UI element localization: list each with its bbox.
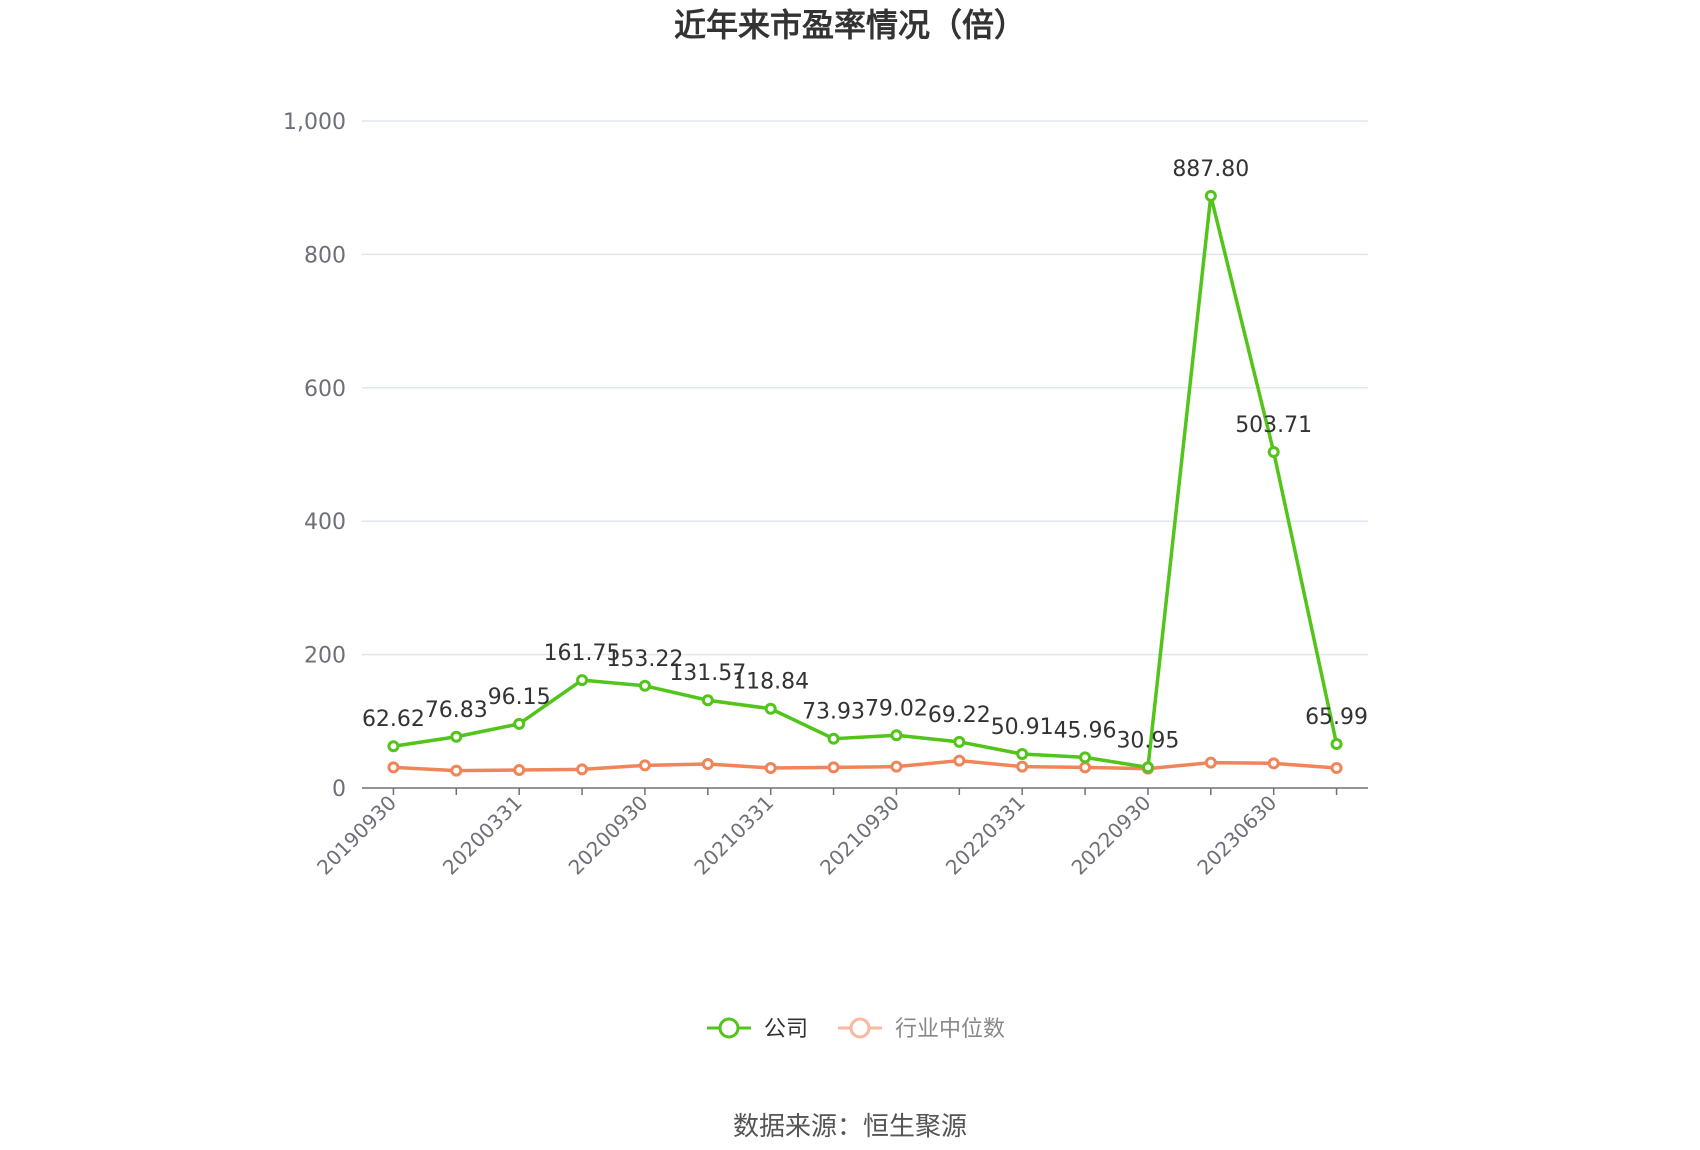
data-point-company[interactable] — [701, 694, 714, 707]
data-point-industry[interactable] — [1330, 761, 1343, 774]
data-point-company[interactable] — [1141, 761, 1154, 774]
data-point-company[interactable] — [513, 717, 526, 730]
data-point-company[interactable] — [764, 702, 777, 715]
legend-label-industry: 行业中位数 — [895, 1017, 1005, 1042]
y-tick-label: 1,000 — [283, 110, 346, 135]
data-point-company[interactable] — [827, 732, 840, 745]
data-label: 118.84 — [732, 670, 809, 695]
chart-title: 近年来市盈率情况（倍） — [674, 6, 1026, 44]
data-point-industry[interactable] — [1204, 756, 1217, 769]
data-label: 50.91 — [991, 715, 1054, 740]
data-label: 65.99 — [1305, 705, 1368, 730]
x-tick-label: 20210930 — [815, 791, 904, 880]
x-tick-label: 20220331 — [941, 791, 1030, 880]
data-point-company[interactable] — [387, 740, 400, 753]
x-tick-label: 20230630 — [1192, 791, 1281, 880]
data-label: 153.22 — [606, 647, 683, 672]
y-tick-label: 200 — [304, 644, 346, 669]
data-source: 数据来源：恒生聚源 — [733, 1112, 967, 1142]
data-point-company[interactable] — [1079, 751, 1092, 764]
series-lines — [387, 189, 1343, 777]
y-tick-label: 600 — [304, 377, 346, 402]
series-line-industry — [393, 758, 1337, 773]
data-label: 79.02 — [865, 696, 928, 721]
data-label: 73.93 — [802, 700, 865, 725]
data-label: 131.57 — [669, 661, 746, 686]
data-point-industry[interactable] — [827, 761, 840, 774]
data-point-company[interactable] — [576, 674, 589, 687]
data-point-industry[interactable] — [701, 757, 714, 770]
data-point-company[interactable] — [1330, 737, 1343, 750]
legend-marker-industry-icon — [849, 1017, 871, 1039]
x-tick-label: 20210331 — [689, 791, 778, 880]
data-point-industry[interactable] — [387, 761, 400, 774]
data-point-industry[interactable] — [890, 760, 903, 773]
data-point-company[interactable] — [638, 679, 651, 692]
legend[interactable]: 公司 行业中位数 — [707, 1017, 1005, 1042]
data-point-company[interactable] — [1267, 446, 1280, 459]
grid-lines — [362, 120, 1368, 656]
x-tick-label: 20220930 — [1067, 791, 1156, 880]
data-label: 45.96 — [1054, 718, 1117, 743]
data-label: 30.95 — [1116, 728, 1179, 753]
data-label: 887.80 — [1172, 157, 1249, 182]
data-label: 96.15 — [488, 685, 551, 710]
series-line-company — [393, 194, 1339, 770]
legend-item-industry[interactable]: 行业中位数 — [838, 1017, 1005, 1042]
legend-marker-company-icon — [718, 1017, 740, 1039]
data-label: 62.62 — [362, 707, 425, 732]
y-tick-label: 0 — [332, 777, 346, 802]
data-point-industry[interactable] — [953, 754, 966, 767]
y-tick-label: 800 — [304, 243, 346, 268]
data-point-company[interactable] — [953, 735, 966, 748]
data-point-industry[interactable] — [576, 763, 589, 776]
data-label: 76.83 — [425, 698, 488, 723]
data-point-industry[interactable] — [1079, 761, 1092, 774]
data-point-industry[interactable] — [1267, 757, 1280, 770]
data-point-company[interactable] — [1016, 748, 1029, 761]
data-point-industry[interactable] — [513, 763, 526, 776]
data-point-industry[interactable] — [450, 764, 463, 777]
data-label: 161.75 — [544, 641, 621, 666]
data-point-company[interactable] — [450, 730, 463, 743]
x-tick-label: 20200331 — [438, 791, 527, 880]
legend-item-company[interactable]: 公司 — [707, 1017, 808, 1042]
x-tick-label: 20200930 — [564, 791, 653, 880]
data-point-industry[interactable] — [764, 761, 777, 774]
data-point-industry[interactable] — [1016, 760, 1029, 773]
data-point-industry[interactable] — [638, 759, 651, 772]
legend-label-company: 公司 — [764, 1017, 808, 1042]
data-label: 69.22 — [928, 703, 991, 728]
x-tick-label: 20190930 — [312, 791, 401, 880]
y-tick-label: 400 — [304, 510, 346, 535]
data-label: 503.71 — [1235, 413, 1312, 438]
data-point-company[interactable] — [890, 729, 903, 742]
data-point-company[interactable] — [1204, 189, 1217, 202]
